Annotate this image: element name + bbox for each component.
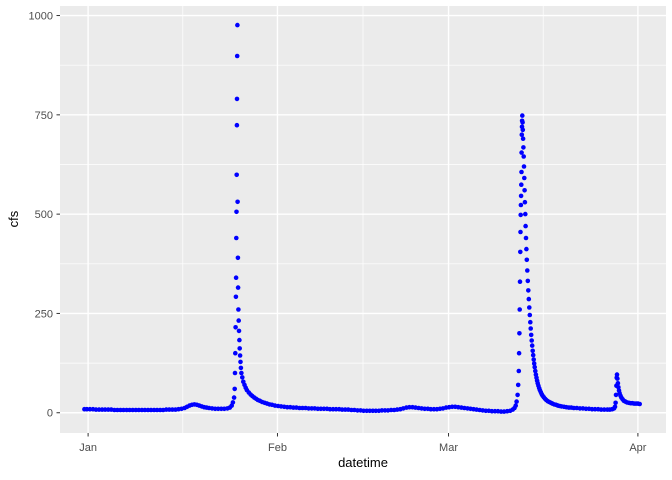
data-point bbox=[520, 113, 525, 118]
data-point bbox=[232, 370, 238, 376]
data-point bbox=[518, 202, 524, 208]
data-point bbox=[530, 352, 536, 358]
data-point bbox=[524, 246, 529, 252]
data-point bbox=[515, 392, 520, 398]
data-point bbox=[236, 307, 241, 312]
y-tick-label: 250 bbox=[35, 308, 53, 320]
data-point bbox=[234, 53, 240, 59]
data-point bbox=[524, 257, 530, 263]
data-point bbox=[235, 255, 241, 261]
data-point bbox=[231, 395, 237, 400]
data-point bbox=[523, 223, 528, 229]
data-point bbox=[516, 350, 522, 356]
y-axis-title: cfs bbox=[6, 210, 21, 228]
y-tick-label: 750 bbox=[35, 110, 53, 122]
data-point bbox=[236, 318, 241, 323]
data-point bbox=[528, 326, 533, 331]
data-point bbox=[237, 353, 243, 358]
data-point bbox=[527, 312, 533, 318]
data-point bbox=[523, 235, 529, 241]
data-point bbox=[234, 96, 240, 102]
data-point bbox=[615, 376, 620, 381]
data-point bbox=[530, 348, 535, 354]
data-point bbox=[238, 359, 243, 365]
data-point bbox=[237, 346, 242, 351]
data-point bbox=[519, 150, 524, 155]
data-point bbox=[521, 145, 526, 150]
y-tick-label: 500 bbox=[35, 209, 53, 221]
data-point bbox=[235, 199, 240, 205]
data-point bbox=[235, 285, 241, 290]
data-point bbox=[237, 337, 242, 343]
data-point bbox=[520, 136, 526, 141]
data-point bbox=[637, 401, 642, 407]
data-point bbox=[238, 365, 244, 371]
data-point bbox=[522, 199, 528, 205]
data-point bbox=[513, 403, 518, 408]
data-point bbox=[232, 386, 237, 392]
data-point bbox=[529, 338, 534, 343]
data-point bbox=[240, 375, 245, 380]
x-tick-label: Mar bbox=[439, 442, 458, 454]
data-point bbox=[520, 120, 525, 125]
data-point bbox=[517, 331, 522, 336]
data-point bbox=[233, 325, 238, 330]
data-point bbox=[234, 235, 239, 241]
data-point bbox=[531, 361, 537, 366]
data-point bbox=[519, 182, 524, 187]
data-point bbox=[521, 154, 526, 159]
data-point bbox=[528, 332, 534, 338]
data-point bbox=[518, 193, 524, 199]
data-point bbox=[233, 350, 238, 356]
data-point bbox=[514, 399, 519, 404]
data-point bbox=[615, 381, 621, 386]
data-point bbox=[517, 307, 522, 312]
data-point bbox=[525, 278, 531, 284]
data-point bbox=[230, 400, 236, 405]
x-tick-label: Feb bbox=[268, 442, 287, 454]
data-point bbox=[516, 368, 522, 374]
data-point bbox=[527, 305, 532, 310]
data-point bbox=[533, 368, 538, 374]
data-point bbox=[613, 400, 618, 406]
data-point bbox=[235, 22, 240, 28]
data-point bbox=[532, 364, 537, 370]
data-point bbox=[613, 392, 619, 398]
data-point bbox=[236, 328, 242, 334]
data-point bbox=[234, 172, 239, 178]
data-point bbox=[515, 382, 521, 388]
data-point bbox=[518, 212, 523, 218]
data-point bbox=[517, 279, 523, 285]
data-point bbox=[239, 370, 244, 376]
data-point bbox=[526, 296, 532, 302]
data-point bbox=[522, 188, 527, 193]
data-point bbox=[234, 209, 239, 215]
data-point bbox=[234, 122, 240, 128]
data-point bbox=[519, 132, 525, 137]
data-point bbox=[519, 169, 524, 175]
data-point bbox=[521, 164, 527, 169]
x-tick-label: Apr bbox=[629, 442, 646, 454]
data-point bbox=[522, 175, 527, 181]
data-point bbox=[526, 288, 531, 293]
y-tick-label: 0 bbox=[47, 408, 53, 420]
x-tick-label: Jan bbox=[79, 442, 97, 454]
data-point bbox=[518, 229, 523, 235]
data-point bbox=[518, 249, 523, 255]
data-point bbox=[525, 268, 530, 273]
data-point bbox=[529, 343, 535, 348]
data-point bbox=[233, 294, 239, 300]
data-point bbox=[528, 319, 533, 325]
data-point bbox=[612, 404, 618, 410]
data-point bbox=[614, 372, 620, 377]
x-axis-title: datetime bbox=[338, 455, 388, 470]
data-point bbox=[523, 211, 528, 217]
data-point bbox=[520, 127, 526, 133]
data-point bbox=[233, 275, 239, 281]
data-point bbox=[531, 357, 536, 362]
y-tick-label: 1000 bbox=[29, 11, 53, 23]
